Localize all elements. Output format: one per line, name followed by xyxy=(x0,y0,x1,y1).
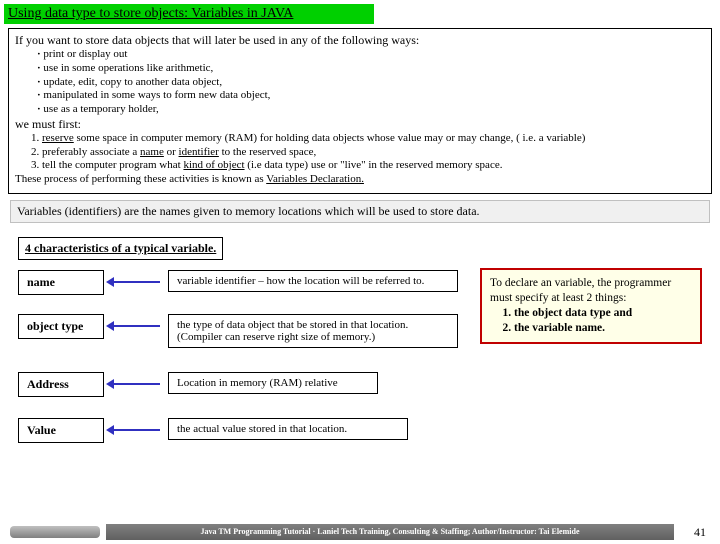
step: 1. reserve some space in computer memory… xyxy=(31,132,705,146)
characteristics-area: name variable identifier – how the locati… xyxy=(18,270,720,500)
step: 2. preferably associate a name or identi… xyxy=(31,146,705,160)
page-number: 41 xyxy=(680,525,720,540)
char-label: object type xyxy=(18,314,104,339)
declare-box: To declare an variable, the programmer m… xyxy=(480,268,702,344)
char-desc: the actual value stored in that location… xyxy=(168,418,408,440)
section-heading: 4 characteristics of a typical variable. xyxy=(18,237,223,260)
bullet: update, edit, copy to another data objec… xyxy=(37,76,705,90)
bullet: manipulated in some ways to form new dat… xyxy=(37,89,705,103)
arrow-icon xyxy=(112,429,160,431)
char-desc: variable identifier – how the location w… xyxy=(168,270,458,292)
declare-item: the variable name. xyxy=(514,321,692,336)
intro-bullets: print or display out use in some operati… xyxy=(15,48,705,117)
footer-decoration xyxy=(10,526,100,538)
note-bar: Variables (identifiers) are the names gi… xyxy=(10,200,710,223)
bullet: use as a temporary holder, xyxy=(37,103,705,117)
step: 3. tell the computer program what kind o… xyxy=(31,159,705,173)
steps-list: 1. reserve some space in computer memory… xyxy=(15,132,705,173)
char-desc: the type of data object that be stored i… xyxy=(168,314,458,348)
char-label: Address xyxy=(18,372,104,397)
arrow-icon xyxy=(112,281,160,283)
intro-text: If you want to store data objects that w… xyxy=(15,33,705,48)
char-label: Value xyxy=(18,418,104,443)
declare-item: the object data type and xyxy=(514,306,692,321)
declare-list: the object data type andthe variable nam… xyxy=(490,306,692,336)
closing-text: These process of performing these activi… xyxy=(15,173,705,187)
intro-box: If you want to store data objects that w… xyxy=(8,28,712,194)
arrow-icon xyxy=(112,325,160,327)
char-desc: Location in memory (RAM) relative xyxy=(168,372,378,394)
footer-text: Java TM Programming Tutorial · Laniel Te… xyxy=(106,524,674,540)
page-title: Using data type to store objects: Variab… xyxy=(4,4,374,24)
declare-lead: To declare an variable, the programmer m… xyxy=(490,276,692,306)
bullet: use in some operations like arithmetic, xyxy=(37,62,705,76)
footer: Java TM Programming Tutorial · Laniel Te… xyxy=(0,524,720,540)
mid-text: we must first: xyxy=(15,117,705,132)
arrow-icon xyxy=(112,383,160,385)
bullet: print or display out xyxy=(37,48,705,62)
char-label: name xyxy=(18,270,104,295)
